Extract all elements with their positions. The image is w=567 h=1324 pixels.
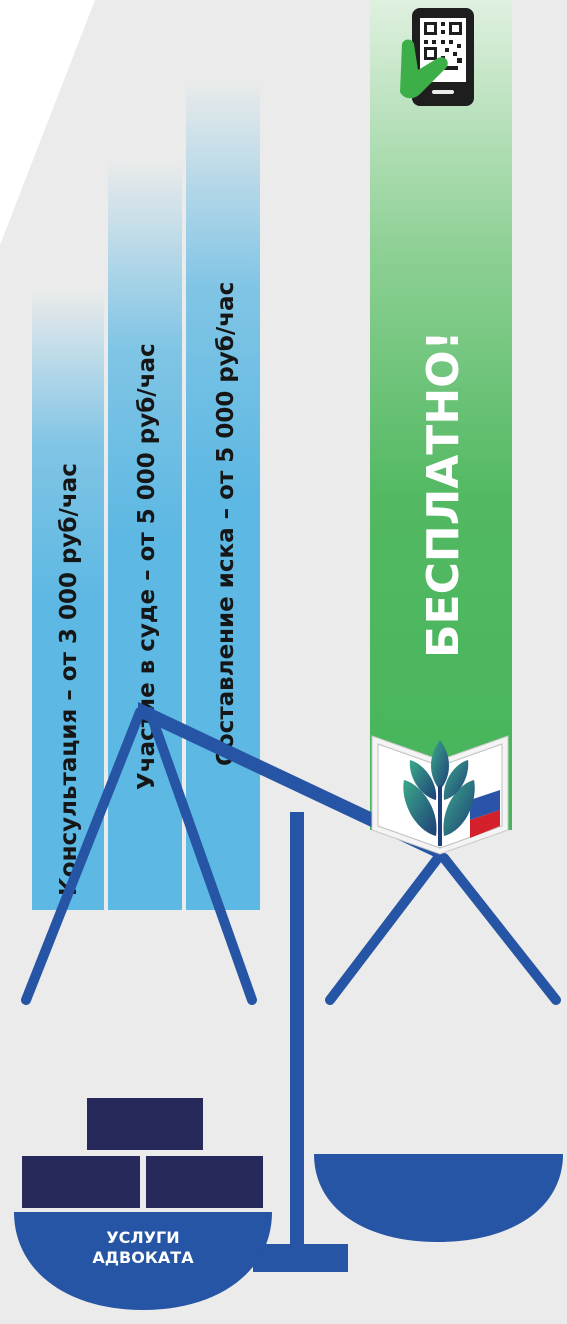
bar-claim [186, 80, 260, 910]
weight-top [87, 1098, 203, 1150]
right-pan [314, 1154, 563, 1242]
bar-court [108, 160, 182, 910]
pan-label-line1: УСЛУГИ [106, 1228, 179, 1247]
scale-base [253, 1244, 348, 1272]
bar-consultation [32, 290, 104, 910]
union-logo-icon [371, 735, 509, 855]
qr-phone-icon [400, 8, 474, 106]
bar-free [370, 0, 512, 830]
free-label: БЕСПЛАТНО! [418, 330, 469, 658]
weight-bottom-right [146, 1156, 263, 1208]
weight-bottom-left [22, 1156, 140, 1208]
bar-consultation-label: Консультация – от 3 000 руб/час [56, 463, 82, 896]
right-hanger [325, 853, 561, 1005]
scale-beam [138, 702, 441, 860]
left-pan [14, 1212, 272, 1310]
left-hanger [21, 707, 257, 1005]
scale-pole [290, 812, 304, 1254]
pan-label-line2: АДВОКАТА [92, 1248, 194, 1267]
bar-claim-label: Составление иска – от 5 000 руб/час [213, 282, 239, 766]
